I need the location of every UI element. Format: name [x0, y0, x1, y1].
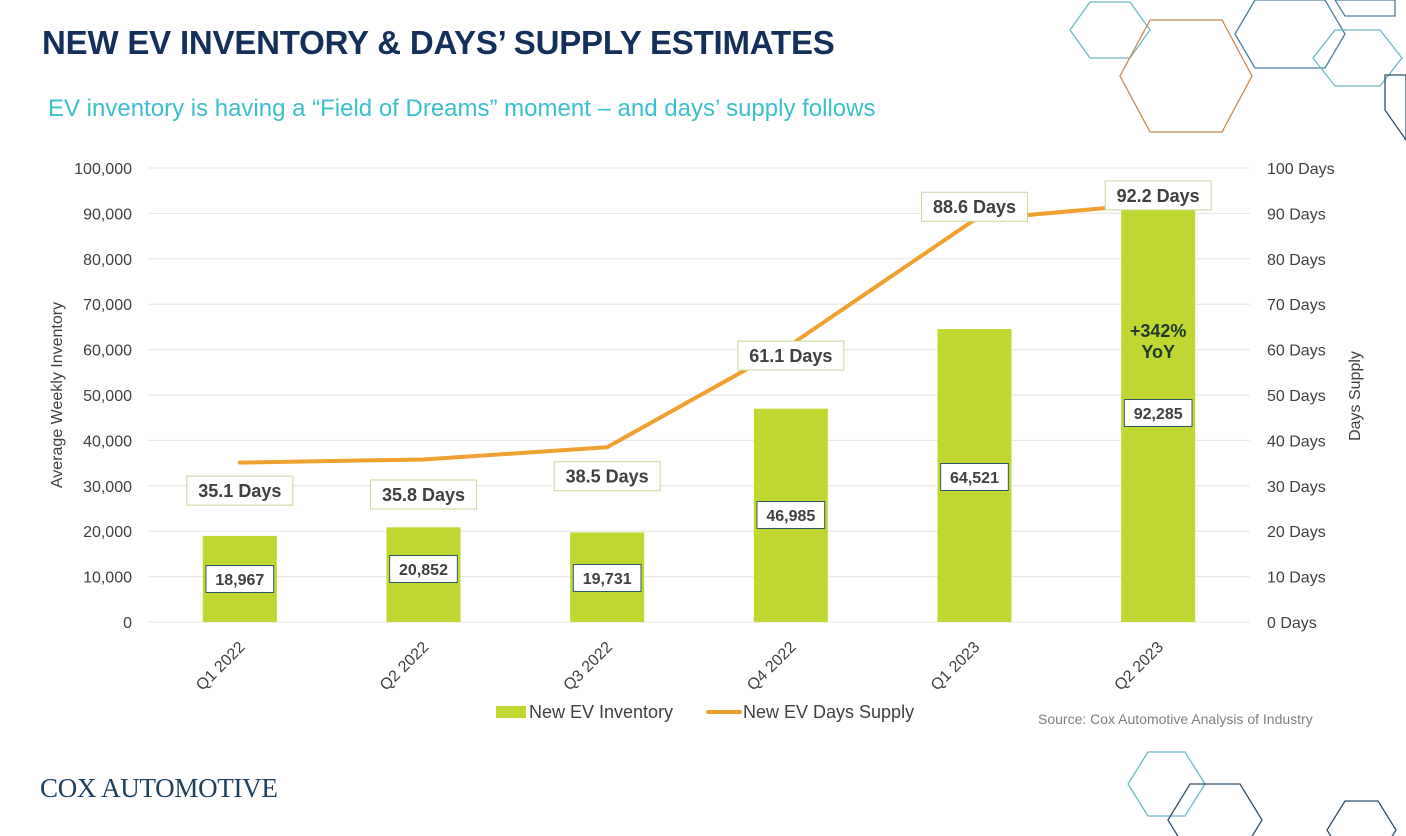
- y-tick-label: 60,000: [83, 343, 132, 360]
- line-data-label-box: [370, 479, 477, 510]
- line-data-label-box: [737, 340, 845, 371]
- y-tick-label: 70,000: [83, 297, 132, 314]
- line-data-label: 35.8 Days: [382, 485, 465, 505]
- bar-data-label-box: [1123, 399, 1193, 427]
- y-tick-label: 90,000: [83, 206, 132, 223]
- y-tick-label: 10,000: [83, 570, 132, 587]
- bar-data-label: 64,521: [950, 470, 999, 487]
- line-data-label: 92.2 Days: [1117, 186, 1200, 206]
- legend-bar-swatch: [496, 706, 526, 718]
- bar-data-label: 18,967: [215, 572, 264, 589]
- y2-tick-label: 40 Days: [1267, 433, 1326, 450]
- line-data-label: 88.6 Days: [933, 197, 1016, 217]
- growth-annotation: +342%: [1130, 321, 1187, 341]
- y-tick-label: 30,000: [83, 479, 132, 496]
- page-title: NEW EV INVENTORY & DAYS’ SUPPLY ESTIMATE…: [42, 24, 835, 61]
- line-data-label: 38.5 Days: [566, 467, 649, 487]
- y-tick-label: 0: [123, 615, 132, 632]
- ev-inventory-chart: 0 0 Days 10,000 10 Days 20,000 20 Days 30,000 3…: [49, 161, 1364, 722]
- y-axis-title: Average Weekly Inventory: [49, 302, 66, 488]
- y2-tick-label: 0 Days: [1267, 615, 1317, 632]
- bar-data-label: 46,985: [766, 508, 815, 525]
- line-data-label-box: [186, 475, 294, 506]
- legend-bar-label: New EV Inventory: [529, 702, 673, 722]
- y2-tick-label: 70 Days: [1267, 297, 1326, 314]
- y-tick-label: 40,000: [83, 433, 132, 450]
- line-data-label: 35.1 Days: [198, 481, 281, 501]
- bar-data-label-box: [756, 501, 826, 529]
- bar-data-label-box: [389, 555, 458, 583]
- bar-data-label-box: [205, 565, 275, 593]
- y2-tick-label: 90 Days: [1267, 206, 1326, 223]
- y-tick-label: 80,000: [83, 252, 132, 269]
- line-data-label-box: [553, 461, 661, 492]
- y-tick-label: 100,000: [74, 161, 132, 178]
- y-tick-label: 20,000: [83, 524, 132, 541]
- source-note: Source: Cox Automotive Analysis of Indus…: [1038, 711, 1313, 727]
- y-tick-label: 50,000: [83, 388, 132, 405]
- line-data-label: 61.1 Days: [749, 346, 832, 366]
- line-data-label-box: [1104, 180, 1212, 211]
- bar-data-label-box: [940, 463, 1009, 491]
- y2-tick-label: 100 Days: [1267, 161, 1335, 178]
- cox-automotive-logo: COX AUTOMOTIVE: [40, 773, 278, 803]
- bar-data-label: 92,285: [1134, 406, 1183, 423]
- y2-tick-label: 30 Days: [1267, 479, 1326, 496]
- bar-data-label: 19,731: [583, 571, 632, 588]
- bar-data-label-box: [572, 564, 642, 592]
- growth-annotation-yoy: YoY: [1141, 342, 1175, 362]
- y2-axis-title: Days Supply: [1347, 351, 1364, 441]
- y2-tick-label: 80 Days: [1267, 252, 1326, 269]
- legend-line-label: New EV Days Supply: [743, 702, 914, 722]
- line-data-label-box: [921, 191, 1028, 222]
- y2-tick-label: 50 Days: [1267, 388, 1326, 405]
- y2-tick-label: 60 Days: [1267, 343, 1326, 360]
- y2-tick-label: 20 Days: [1267, 524, 1326, 541]
- page-subtitle: EV inventory is having a “Field of Dream…: [48, 95, 876, 122]
- bar-data-label: 20,852: [399, 562, 448, 579]
- y2-tick-label: 10 Days: [1267, 570, 1326, 587]
